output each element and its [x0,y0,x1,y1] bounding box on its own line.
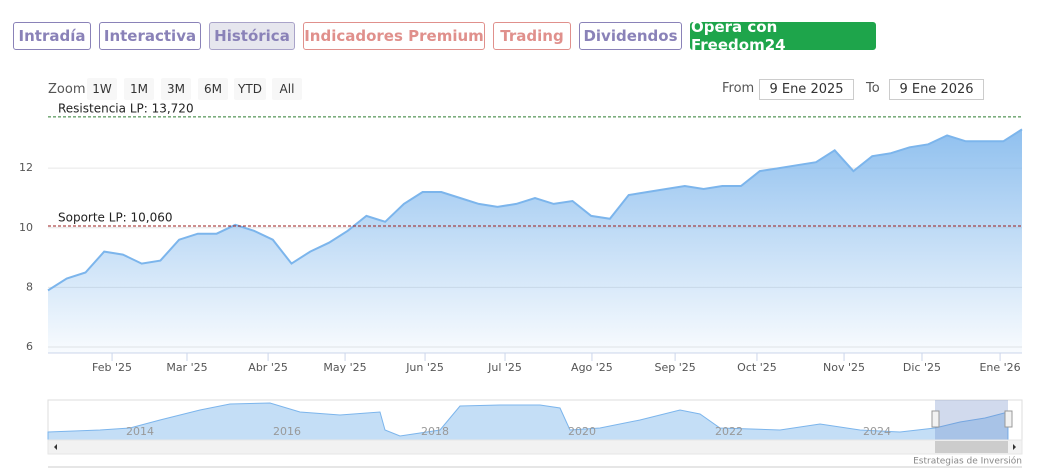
navigator [47,399,1023,441]
x-tick-label: Feb '25 [92,361,132,374]
tab[interactable]: Dividendos [579,22,682,50]
x-tick-label: Jul '25 [487,361,522,374]
x-tick-label: Abr '25 [248,361,288,374]
navigator-label: 2020 [568,425,596,438]
tab[interactable]: Trading [493,22,571,50]
zoom-label: Zoom [48,82,86,97]
x-tick-label: Oct '25 [737,361,777,374]
from-input[interactable]: 9 Ene 2025 [759,79,854,100]
plot-line-label: Soporte LP: 10,060 [58,210,173,224]
x-tick-label: Ago '25 [571,361,613,374]
x-tick-label: Mar '25 [166,361,207,374]
x-tick-label: Dic '25 [903,361,941,374]
tab[interactable]: Intradía [13,22,91,50]
scrollbar-thumb[interactable] [935,441,1008,453]
area-fill [48,129,1022,353]
zoom-button[interactable]: All [272,78,302,100]
scrollbar-arrows [54,444,1016,450]
zoom-button[interactable]: 6M [198,78,228,100]
scrollbar[interactable] [47,439,1023,455]
x-tick-label: Nov '25 [823,361,865,374]
navigator-handle[interactable] [1004,410,1013,428]
tab[interactable]: Histórica [209,22,295,50]
navigator-label: 2022 [715,425,743,438]
x-tick-label: Ene '26 [979,361,1020,374]
y-tick-label: 6 [26,340,33,353]
area-line [47,128,1023,292]
navigator-label: 2014 [126,425,154,438]
navigator-window [935,400,1008,440]
to-input[interactable]: 9 Ene 2026 [889,79,984,100]
y-tick-label: 10 [19,221,33,234]
y-tick-label: 12 [19,161,33,174]
plot-line-label: Resistencia LP: 13,720 [58,101,194,115]
navigator-label: 2024 [863,425,891,438]
tab[interactable]: Interactiva [99,22,201,50]
y-tick-label: 8 [26,280,33,293]
tab[interactable]: Indicadores Premium [303,22,485,50]
x-tick-label: Sep '25 [654,361,695,374]
x-tick-label: Jun '25 [405,361,444,374]
to-label: To [866,81,880,96]
tab[interactable]: Opera con Freedom24 [690,18,876,54]
navigator-handle[interactable] [931,410,940,428]
credits: Estrategias de Inversión [913,456,1022,467]
zoom-button[interactable]: 1W [87,78,117,100]
navigator-label: 2016 [273,425,301,438]
navigator-series [47,402,1009,441]
zoom-button[interactable]: 1M [124,78,154,100]
x-tick-label: May '25 [323,361,366,374]
zoom-button[interactable]: 3M [161,78,191,100]
zoom-button[interactable]: YTD [234,78,266,100]
from-label: From [722,81,755,96]
navigator-label: 2018 [421,425,449,438]
